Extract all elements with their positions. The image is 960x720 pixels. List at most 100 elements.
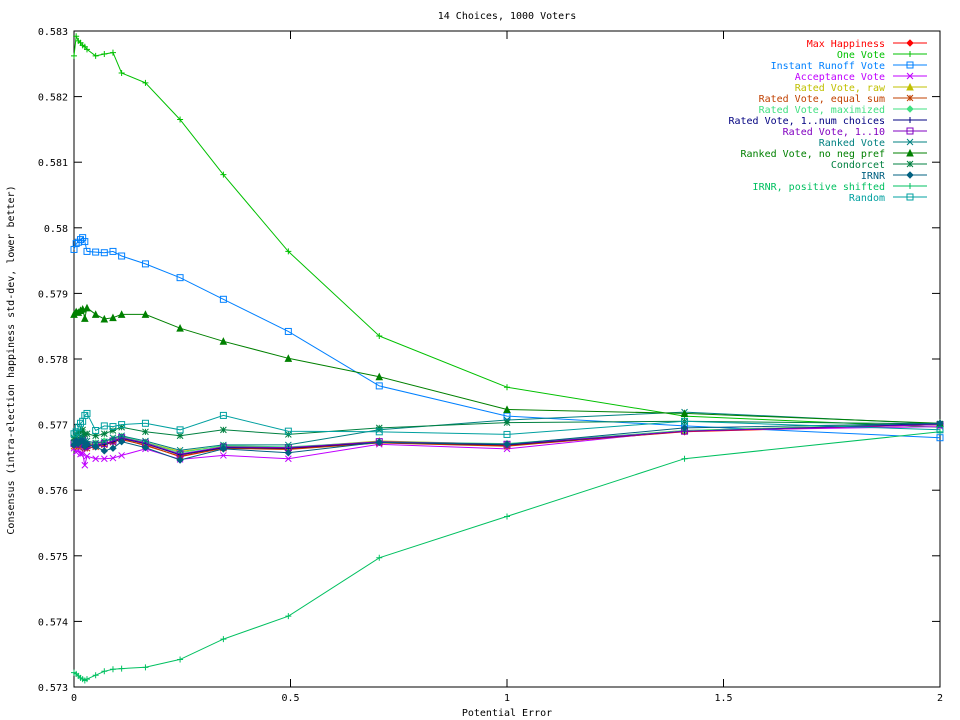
data-point (83, 676, 90, 683)
data-point (284, 327, 292, 335)
data-point (100, 430, 108, 438)
legend-entry-max-happiness: Max Happiness (807, 39, 927, 50)
data-point (83, 247, 91, 255)
chart-title: 14 Choices, 1000 Voters (438, 11, 576, 22)
data-point (907, 183, 913, 189)
data-point (375, 424, 383, 432)
data-point (284, 449, 293, 457)
legend-label: Instant Runoff Vote (771, 61, 885, 72)
data-point (100, 447, 109, 455)
data-point (176, 446, 184, 454)
data-point (91, 310, 100, 318)
y-axis-label: Consensus (intra-election happiness std-… (6, 185, 17, 534)
data-point (109, 313, 117, 322)
data-point (77, 427, 84, 435)
legend-label: Rated Vote, raw (795, 83, 886, 94)
series-one-vote (71, 33, 943, 431)
data-point (176, 324, 184, 332)
data-point (504, 384, 510, 391)
data-point (375, 438, 383, 447)
data-point (117, 437, 126, 446)
data-point (681, 455, 688, 462)
x-tick-label: 0.5 (281, 693, 299, 704)
data-point (220, 426, 227, 434)
data-point (907, 51, 913, 57)
data-point (101, 668, 108, 675)
data-point (100, 440, 108, 448)
data-point (79, 450, 87, 457)
data-point (376, 333, 383, 340)
series-line (73, 431, 941, 681)
data-point (81, 461, 89, 469)
y-tick-label: 0.581 (38, 158, 68, 169)
data-point (78, 437, 87, 445)
data-point (92, 439, 100, 447)
data-point (118, 69, 125, 76)
data-point (906, 94, 914, 102)
series-line (73, 412, 941, 435)
data-point (141, 419, 149, 427)
data-point (375, 382, 383, 390)
data-point (100, 438, 108, 446)
y-tick-label: 0.575 (38, 552, 68, 563)
data-point (906, 193, 914, 201)
data-point (376, 554, 383, 561)
data-point (83, 452, 91, 460)
legend-label: Rated Vote, 1..10 (783, 127, 885, 138)
x-tick-label: 2 (937, 693, 943, 704)
data-point (504, 513, 510, 520)
legend-label: Max Happiness (807, 39, 885, 50)
data-point (285, 613, 292, 620)
data-point (92, 427, 100, 435)
data-point (92, 52, 99, 59)
legend-entry-irnr-positive-shifted: IRNR, positive shifted (753, 182, 927, 193)
legend-label: One Vote (837, 50, 885, 61)
data-point (81, 314, 89, 322)
y-tick-label: 0.576 (38, 486, 68, 497)
data-point (142, 428, 149, 436)
data-point (92, 672, 99, 679)
data-point (906, 39, 914, 47)
data-point (74, 423, 82, 431)
legend-label: IRNR, positive shifted (753, 182, 885, 193)
legend-entry-ranked-vote-no-neg-pref: Ranked Vote, no neg pref (741, 148, 927, 160)
data-point (72, 240, 80, 248)
data-point (680, 409, 689, 417)
series-instant-runoff-vote (70, 234, 944, 442)
data-point (177, 116, 184, 123)
legend-entry-condorcet: Condorcet (831, 160, 927, 171)
data-point (503, 430, 511, 438)
y-tick-label: 0.579 (38, 289, 68, 300)
data-point (906, 127, 914, 135)
legend-label: Random (849, 193, 885, 204)
y-tick-label: 0.583 (38, 27, 68, 38)
series-random (70, 409, 944, 438)
data-point (73, 33, 80, 40)
data-point (176, 456, 184, 464)
data-point (219, 295, 227, 303)
series-irnr-positive-shifted (71, 428, 943, 684)
data-point (117, 310, 126, 318)
y-tick-label: 0.578 (38, 355, 68, 366)
data-point (92, 455, 100, 463)
legend-entry-rated-vote-equal-sum: Rated Vote, equal sum (759, 94, 927, 105)
data-point (79, 234, 87, 242)
data-point (220, 452, 227, 459)
data-point (118, 452, 125, 459)
legend-entry-random: Random (849, 193, 927, 204)
data-point (176, 432, 184, 440)
legend-label: Acceptance Vote (795, 72, 885, 83)
data-point (142, 437, 149, 445)
data-point (142, 79, 149, 86)
data-point (177, 656, 184, 663)
data-point (109, 427, 117, 434)
legend-label: Rated Vote, 1..num choices (728, 116, 885, 127)
data-point (81, 238, 89, 246)
data-point (118, 665, 125, 672)
data-point (83, 440, 91, 448)
legend-entry-ranked-vote: Ranked Vote (819, 138, 927, 149)
data-point (906, 72, 914, 80)
x-tick-label: 1.5 (714, 693, 732, 704)
data-point (176, 426, 184, 434)
data-point (220, 171, 227, 178)
